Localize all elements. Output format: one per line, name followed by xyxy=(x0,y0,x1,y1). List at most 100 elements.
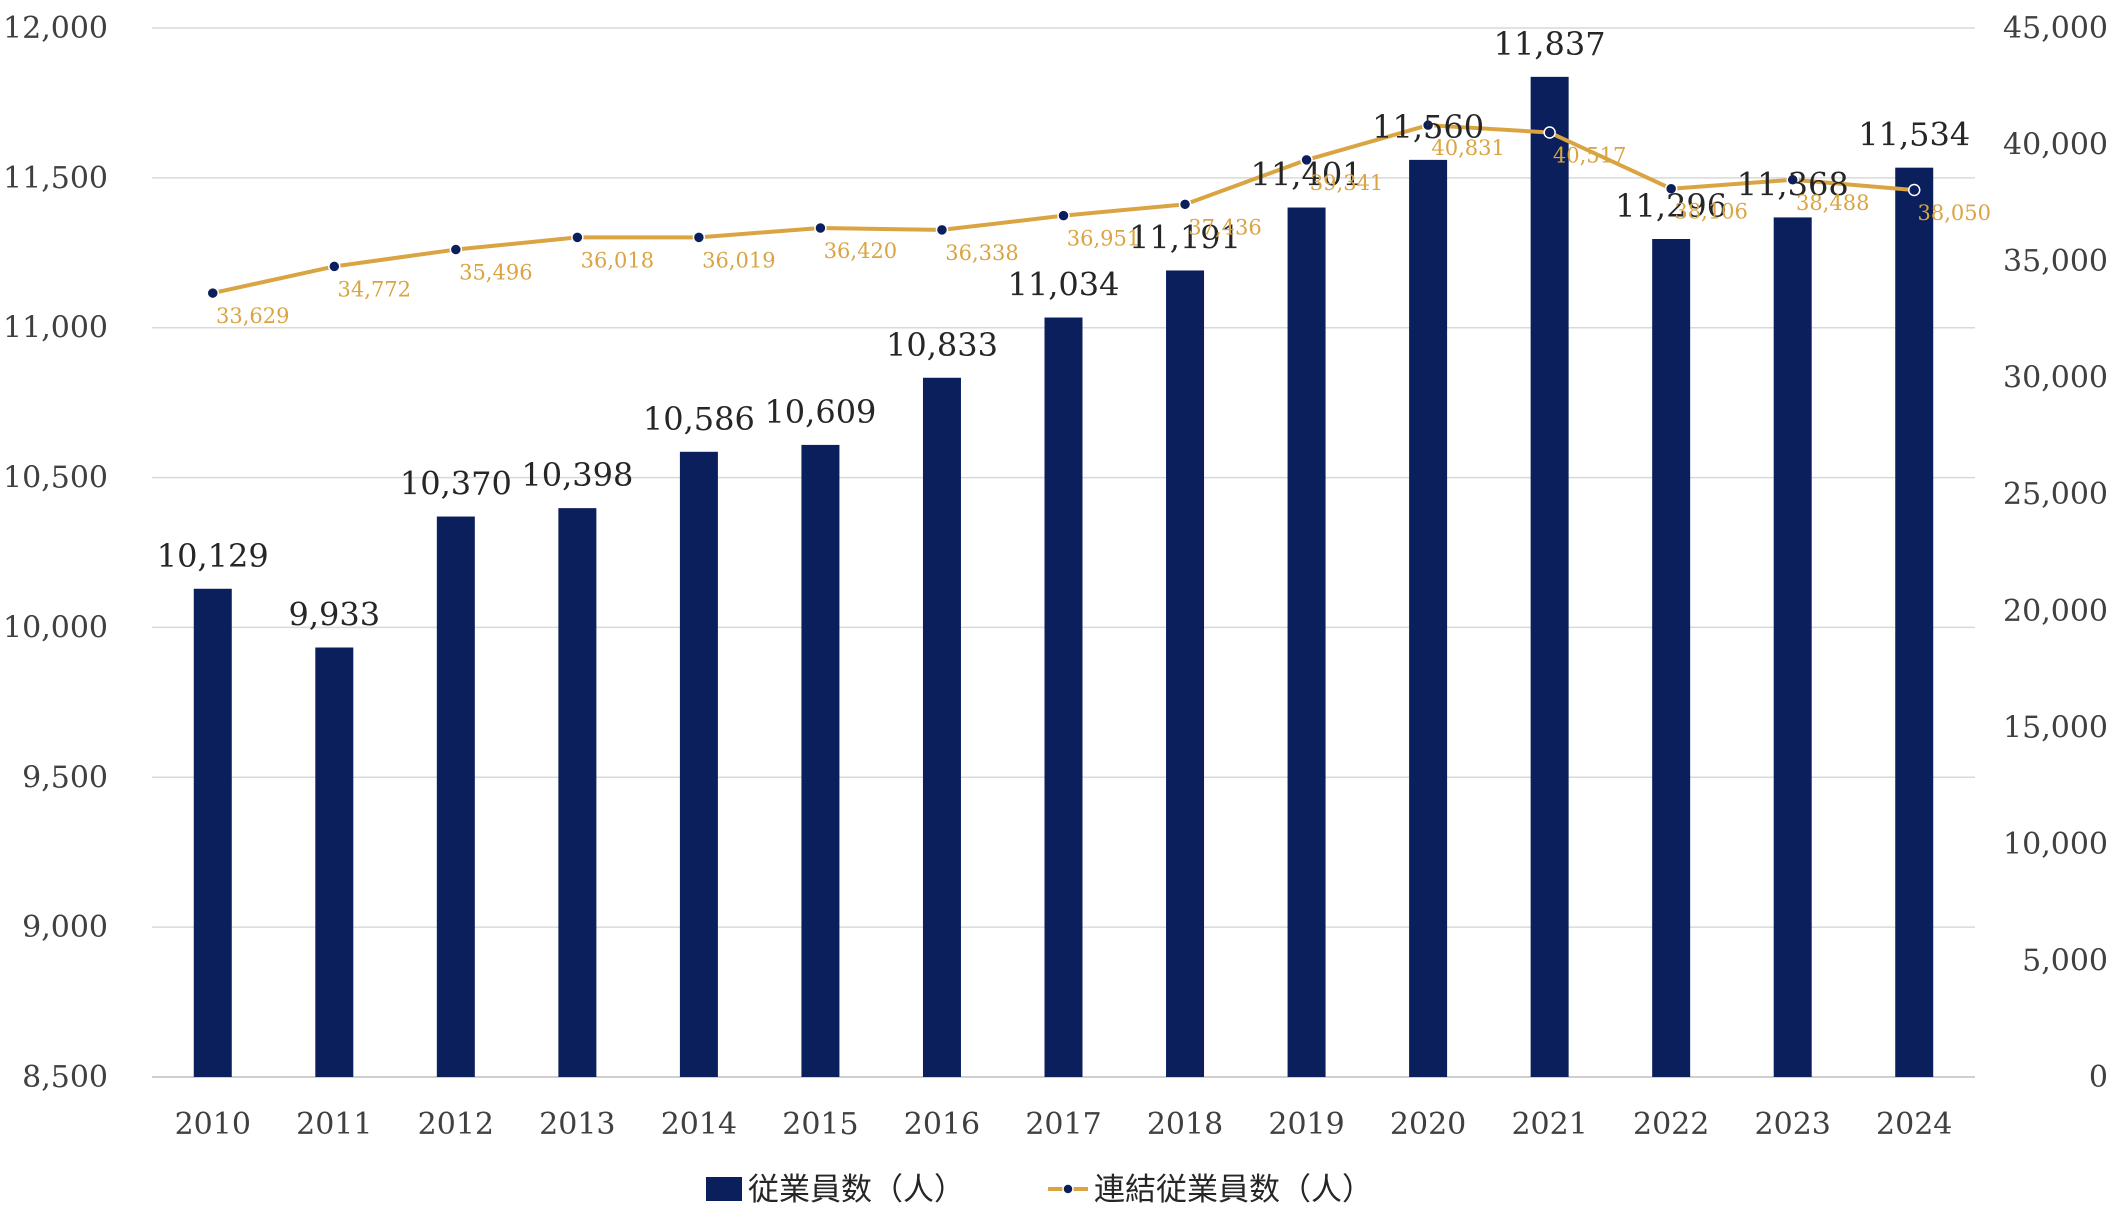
bar xyxy=(1409,159,1448,1078)
x-tick-label: 2018 xyxy=(1147,1107,1223,1142)
line-data-label: 36,018 xyxy=(581,248,654,272)
y-left-tick-label: 10,000 xyxy=(3,610,108,645)
line-marker xyxy=(935,223,949,237)
line-marker xyxy=(1664,182,1678,195)
line-data-label: 36,338 xyxy=(945,241,1018,265)
x-tick-label: 2019 xyxy=(1268,1107,1344,1142)
y-left-tick-label: 9,500 xyxy=(22,760,108,795)
line-data-label: 36,420 xyxy=(824,239,897,263)
line-data-label: 35,496 xyxy=(459,261,532,285)
y-right-tick-label: 35,000 xyxy=(2003,244,2108,279)
line-data-label: 36,951 xyxy=(1067,227,1140,251)
x-tick-label: 2014 xyxy=(661,1107,737,1142)
y-left-tick-label: 8,500 xyxy=(22,1060,108,1095)
line-series xyxy=(206,118,1921,300)
y-right-tick-label: 10,000 xyxy=(2003,827,2108,862)
x-tick-label: 2011 xyxy=(296,1107,372,1142)
bar-data-labels: 10,129 9,933 10,370 10,398 10,586 10,609 10,83… xyxy=(157,25,1970,634)
bar-data-label: 10,609 xyxy=(764,393,876,431)
y-left-tick-label: 9,000 xyxy=(22,910,108,945)
bar-data-label: 10,370 xyxy=(400,465,512,503)
x-axis: 2010 2011 2012 2013 2014 2015 2016 2017 2018 2019… xyxy=(175,1107,1953,1142)
bar-data-label: 11,534 xyxy=(1858,116,1970,154)
line-data-label: 38,106 xyxy=(1674,200,1747,224)
bar xyxy=(193,588,232,1077)
bar-data-label: 11,560 xyxy=(1372,108,1484,146)
x-tick-label: 2010 xyxy=(175,1107,251,1142)
y-right-tick-label: 45,000 xyxy=(2003,11,2108,46)
bar xyxy=(801,444,840,1077)
line-data-label: 36,019 xyxy=(702,248,775,272)
bar-data-label: 9,933 xyxy=(288,596,380,634)
y-right-tick-label: 20,000 xyxy=(2003,594,2108,629)
line-marker xyxy=(1786,173,1799,187)
line-data-label: 39,341 xyxy=(1310,171,1383,195)
x-tick-label: 2015 xyxy=(782,1107,858,1142)
y-right-tick-label: 30,000 xyxy=(2003,361,2108,396)
bar xyxy=(1652,238,1691,1078)
bar xyxy=(1044,317,1083,1077)
x-tick-label: 2016 xyxy=(904,1107,980,1142)
y-right-tick-label: 0 xyxy=(2089,1060,2108,1095)
bar-series xyxy=(193,76,1934,1078)
x-tick-label: 2021 xyxy=(1511,1107,1587,1142)
x-tick-label: 2022 xyxy=(1633,1107,1709,1142)
bar xyxy=(558,508,597,1077)
line-marker xyxy=(814,221,827,235)
x-tick-label: 2023 xyxy=(1755,1107,1831,1142)
x-tick-label: 2012 xyxy=(418,1107,494,1142)
bar xyxy=(315,647,354,1077)
line-data-label: 33,629 xyxy=(216,304,289,328)
legend: 従業員数（人） 連結従業員数（人） xyxy=(706,1172,1373,1208)
legend-bar-label: 従業員数（人） xyxy=(748,1172,965,1208)
bar-data-label: 11,837 xyxy=(1494,25,1606,63)
line-data-labels: 33,629 34,772 35,496 36,018 36,019 36,420 36,3… xyxy=(216,136,1991,328)
y-left-tick-label: 11,000 xyxy=(3,311,108,346)
line-marker xyxy=(1300,153,1313,167)
bar-data-label: 10,129 xyxy=(157,537,269,575)
x-tick-label: 2017 xyxy=(1025,1107,1101,1142)
bar xyxy=(1773,217,1812,1077)
legend-line-label: 連結従業員数（人） xyxy=(1094,1172,1373,1208)
y-axis-right: 0 5,000 10,000 15,000 20,000 25,000 30,000 35,0… xyxy=(2003,11,2108,1095)
y-left-tick-label: 11,500 xyxy=(3,161,108,196)
bar xyxy=(1166,270,1205,1077)
line-data-label: 37,436 xyxy=(1188,215,1261,239)
bar-data-label: 10,398 xyxy=(521,456,633,494)
bar-data-label: 11,296 xyxy=(1615,187,1727,225)
y-left-tick-label: 12,000 xyxy=(3,11,108,46)
line-marker xyxy=(206,286,220,300)
line-data-label: 34,772 xyxy=(338,277,411,301)
bar-data-label: 11,191 xyxy=(1129,218,1241,256)
line-marker xyxy=(449,243,463,256)
bar-data-label: 10,586 xyxy=(643,400,755,438)
y-right-tick-label: 25,000 xyxy=(2003,477,2108,512)
bar xyxy=(1530,76,1569,1077)
line-marker xyxy=(1178,198,1192,211)
bar xyxy=(436,516,475,1077)
legend-bar-swatch xyxy=(706,1177,742,1201)
line-marker xyxy=(1907,183,1921,197)
bar xyxy=(1895,167,1934,1077)
line-marker xyxy=(1421,118,1435,132)
y-axis-left: 8,500 9,000 9,500 10,000 10,500 11,000 11,500 1… xyxy=(3,11,108,1095)
bar-data-label: 11,368 xyxy=(1737,165,1849,203)
y-right-tick-label: 15,000 xyxy=(2003,710,2108,745)
bar xyxy=(679,451,718,1077)
y-right-tick-label: 5,000 xyxy=(2022,943,2108,978)
bar xyxy=(922,377,961,1077)
bar-data-label: 11,401 xyxy=(1251,156,1363,194)
line-marker xyxy=(1057,209,1070,222)
line-marker xyxy=(692,231,706,244)
y-right-tick-label: 40,000 xyxy=(2003,128,2108,163)
line-data-label: 38,050 xyxy=(1917,201,1990,225)
x-tick-label: 2013 xyxy=(539,1107,615,1142)
bar-data-label: 10,833 xyxy=(886,326,998,364)
bar-data-label: 11,034 xyxy=(1008,266,1120,304)
line-data-label: 40,517 xyxy=(1553,144,1626,168)
x-tick-label: 2024 xyxy=(1876,1107,1952,1142)
line-marker xyxy=(1543,126,1556,139)
legend-line-marker xyxy=(1062,1183,1074,1195)
x-tick-label: 2020 xyxy=(1390,1107,1466,1142)
